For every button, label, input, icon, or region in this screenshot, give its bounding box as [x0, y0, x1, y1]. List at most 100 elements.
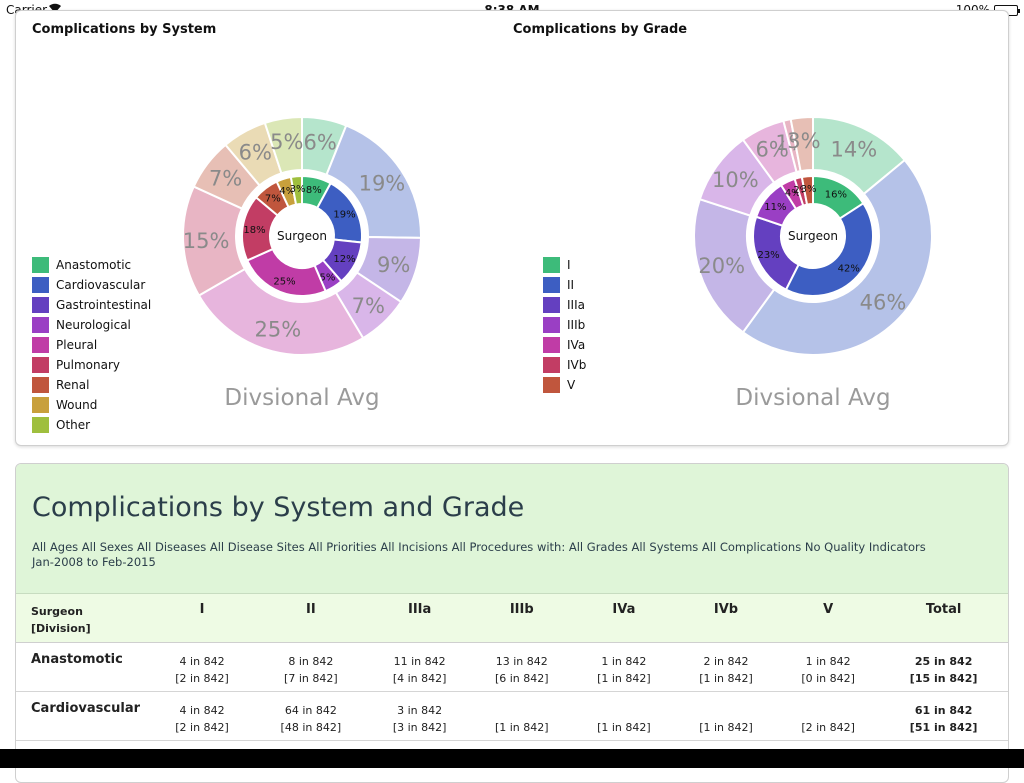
legend-item: Pleural [32, 335, 151, 355]
cell-surgeon-count: 4 in 842 [179, 703, 225, 717]
system-surgeon-label-4: 25% [273, 276, 295, 287]
grade-surgeon-label-4: 4% [785, 188, 801, 199]
legend-swatch [543, 277, 560, 293]
table-cell: 61 in 842 [51 in 842] [879, 691, 1008, 740]
cell-surgeon-count: 8 in 842 [288, 654, 334, 668]
grade-surgeon-label-3: 11% [764, 202, 786, 213]
legend-swatch [32, 297, 49, 313]
legend-label: Cardiovascular [56, 278, 146, 292]
filter-summary: All Ages All Sexes All Diseases All Dise… [32, 540, 992, 570]
grade-surgeon-label-6: 3% [801, 184, 817, 195]
header-grade-4[interactable]: IVa [612, 602, 636, 617]
legend-swatch [32, 357, 49, 373]
cell-surgeon-count: 2 in 842 [703, 654, 749, 668]
table-row[interactable]: Anastomotic 4 in 842 [2 in 842] 8 in 842 [7 … [16, 642, 1008, 691]
legend-item: IIIb [543, 315, 586, 335]
table-header-row: Surgeon [Division] I II IIIa IIIb IVa IVb V Tot… [16, 594, 1008, 642]
system-avg-label-6: 7% [209, 166, 242, 190]
grade-surgeon-label-0: 16% [825, 189, 847, 200]
legend-label: II [567, 278, 575, 292]
legend-swatch [32, 317, 49, 333]
legend-item: Other [32, 415, 151, 435]
legend-label: IVb [567, 358, 587, 372]
header-surgeon-division: Surgeon [Division] [16, 594, 151, 642]
charts-card: Complications by System Complications by… [15, 10, 1009, 446]
table-cell: [1 in 842] [471, 691, 573, 740]
legend-label: I [567, 258, 571, 272]
legend-item: IVa [543, 335, 586, 355]
cell-division-count: [4 in 842] [392, 671, 447, 685]
cell-division-count: [7 in 842] [284, 671, 338, 685]
header-grade-5[interactable]: IVb [713, 602, 739, 617]
legend-swatch [543, 377, 560, 393]
cell-surgeon-count: 1 in 842 [805, 654, 851, 668]
cell-division-count: [3 in 842] [392, 720, 447, 734]
legend-item: Neurological [32, 315, 151, 335]
grade-avg-label: Divsional Avg [735, 385, 891, 411]
system-surgeon-label-5: 18% [243, 225, 265, 236]
system-avg-label-1: 19% [359, 171, 406, 195]
grade-avg-slice-1 [741, 158, 933, 356]
header-grade-6[interactable]: V [823, 602, 834, 617]
legend-swatch [543, 297, 560, 313]
system-chart-title: Complications by System [32, 22, 217, 37]
cell-division-count: [1 in 842] [699, 720, 753, 734]
cell-division-count: [48 in 842] [280, 720, 342, 734]
grade-avg-slice-6 [789, 115, 814, 173]
cell-surgeon-count: 61 in 842 [914, 703, 973, 717]
header-grade-0[interactable]: I [199, 602, 205, 617]
system-surgeon-label-1: 19% [333, 209, 355, 220]
cell-division-count: [2 in 842] [175, 671, 229, 685]
legend-swatch [543, 257, 560, 273]
header-grade-3[interactable]: IIIb [509, 602, 534, 617]
legend-item: Wound [32, 395, 151, 415]
table-cell: [1 in 842] [573, 691, 675, 740]
table-cell: [1 in 842] [675, 691, 777, 740]
grade-surgeon-label-2: 23% [757, 250, 779, 261]
system-avg-slice-8 [263, 115, 303, 175]
grade-avg-label-6: 3% [787, 129, 820, 153]
system-surgeon-label-3: 5% [320, 272, 336, 283]
row-system-name: Anastomotic [31, 651, 123, 667]
legend-label: Pleural [56, 338, 98, 352]
legend-swatch [543, 357, 560, 373]
grade-surgeon-slice-6 [800, 174, 814, 206]
legend-swatch [32, 337, 49, 353]
legend-item: Anastomotic [32, 255, 151, 275]
grade-surgeon-label-5: 2% [793, 185, 809, 196]
table-cell: 4 in 842 [2 in 842] [151, 691, 253, 740]
table-row[interactable]: Cardiovascular 4 in 842 [2 in 842] 64 in 84… [16, 691, 1008, 740]
table-cell: 11 in 842 [4 in 842] [369, 642, 471, 691]
header-grade-2[interactable]: IIIa [407, 602, 432, 617]
table-cell: 1 in 842 [1 in 842] [573, 642, 675, 691]
system-surgeon-label-2: 12% [333, 254, 355, 265]
grade-avg-label-2: 20% [698, 254, 745, 278]
cell-division-count: [1 in 842] [597, 720, 651, 734]
legend-label: IIIa [567, 298, 585, 312]
cell-surgeon-count: 13 in 842 [495, 654, 548, 668]
system-donut-chart: 6%19%9%7%25%15%7%6%5%8%19%12%5%25%18%7%4… [182, 115, 933, 356]
legend-item: V [543, 375, 586, 395]
legend-label: Other [56, 418, 91, 432]
cell-division-count: [6 in 842] [494, 671, 549, 685]
legend-label: Wound [56, 398, 98, 412]
grade-avg-label-4: 6% [755, 138, 788, 162]
table-cell: 3 in 842 [3 in 842] [369, 691, 471, 740]
cell-division-count: [2 in 842] [801, 720, 855, 734]
legend-swatch [543, 337, 560, 353]
legend-label: V [567, 378, 576, 392]
cell-division-count: [1 in 842] [597, 671, 651, 685]
table-header-panel: Complications by System and Grade All Ag… [16, 464, 1008, 594]
cell-surgeon-count: 25 in 842 [914, 654, 973, 668]
system-avg-label-2: 9% [377, 253, 410, 277]
wifi-icon [48, 2, 62, 17]
grade-center-label: Surgeon [788, 229, 838, 243]
header-grade-7[interactable]: Total [925, 602, 962, 617]
cell-surgeon-count: 64 in 842 [284, 703, 337, 717]
cell-division-count: [0 in 842] [801, 671, 855, 685]
cell-surgeon-count [777, 702, 879, 719]
header-grade-1[interactable]: II [306, 602, 316, 617]
legend-label: Anastomotic [56, 258, 132, 272]
cell-division-count: [1 in 842] [494, 720, 549, 734]
system-grade-table-card: Complications by System and Grade All Ag… [15, 463, 1009, 783]
